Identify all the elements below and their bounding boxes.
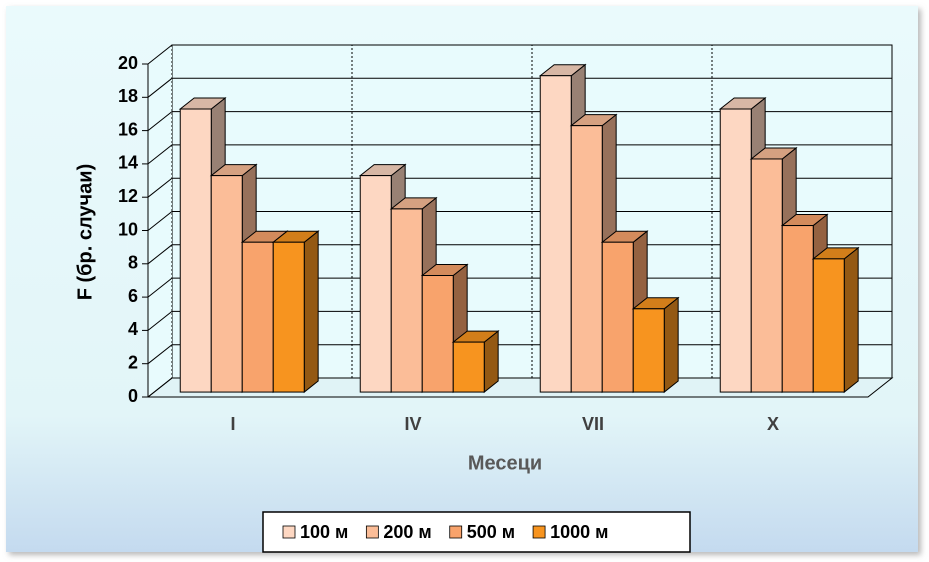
bar bbox=[719, 108, 752, 393]
y-tick-label: 8 bbox=[128, 253, 138, 273]
grid-line bbox=[147, 244, 892, 265]
y-tick-label: 16 bbox=[118, 119, 138, 139]
bar bbox=[452, 341, 485, 393]
bar bbox=[179, 108, 212, 393]
legend-swatch bbox=[449, 525, 463, 539]
legend-label: 200 м bbox=[383, 522, 431, 542]
bar bbox=[601, 241, 634, 393]
y-tick-label: 14 bbox=[118, 153, 138, 173]
bar bbox=[210, 175, 243, 393]
x-tick-label: X bbox=[767, 414, 779, 434]
y-tick-label: 18 bbox=[118, 86, 138, 106]
bar-side bbox=[303, 230, 319, 394]
legend bbox=[262, 511, 691, 553]
bar bbox=[632, 308, 665, 393]
bar bbox=[750, 158, 783, 393]
y-tick-label: 6 bbox=[128, 286, 138, 306]
bar bbox=[812, 258, 845, 393]
grid-line bbox=[147, 144, 892, 165]
y-tick-label: 4 bbox=[128, 319, 138, 339]
legend-swatch bbox=[532, 525, 546, 539]
y-tick-label: 0 bbox=[128, 386, 138, 406]
y-tick-label: 12 bbox=[118, 186, 138, 206]
legend-label: 100 м bbox=[300, 522, 348, 542]
grid-line bbox=[147, 211, 892, 231]
y-axis-label: F (бр. случаи) bbox=[74, 164, 96, 301]
x-tick-label: IV bbox=[404, 414, 421, 434]
y-tick-label: 10 bbox=[118, 219, 138, 239]
x-axis-label: Месеци bbox=[468, 452, 542, 474]
plot-area: 0 2 4 6 8 10 12 14 16 18 20 I IV VII X bbox=[118, 44, 894, 434]
grid-line bbox=[147, 111, 892, 131]
y-tick-label: 20 bbox=[118, 53, 138, 73]
legend-label: 500 м bbox=[467, 522, 515, 542]
legend-swatch bbox=[365, 525, 379, 539]
bar-side bbox=[663, 296, 679, 394]
legend-label: 1000 м bbox=[550, 522, 608, 542]
bar bbox=[359, 175, 392, 393]
bar bbox=[539, 75, 572, 393]
legend-swatch bbox=[282, 525, 296, 539]
bar bbox=[570, 125, 603, 393]
bar bbox=[781, 225, 814, 393]
x-tick-label: VII bbox=[582, 414, 604, 434]
bar bbox=[390, 208, 423, 393]
bar bbox=[272, 241, 305, 393]
y-tick-label: 2 bbox=[128, 352, 138, 372]
x-tick-label: I bbox=[230, 414, 235, 434]
bar bbox=[421, 275, 454, 393]
bar-side bbox=[843, 246, 859, 394]
legend-items: 100 м 200 м 500 м 1000 м bbox=[282, 522, 608, 542]
bar bbox=[241, 241, 274, 393]
